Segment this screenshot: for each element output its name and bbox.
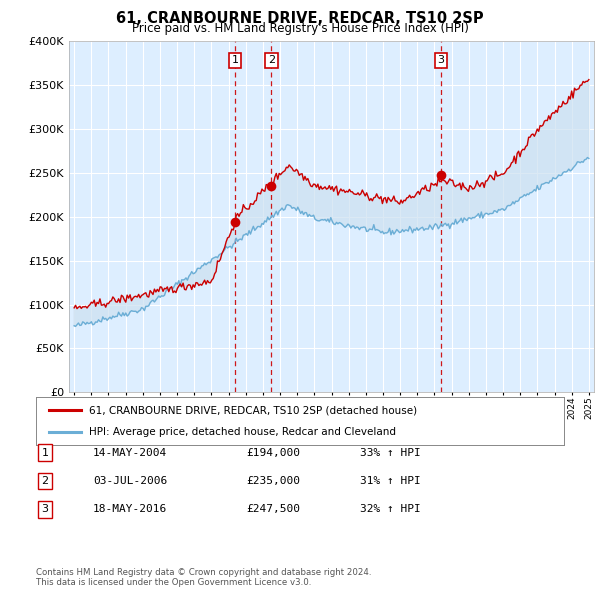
Text: Price paid vs. HM Land Registry's House Price Index (HPI): Price paid vs. HM Land Registry's House …: [131, 22, 469, 35]
Text: 3: 3: [437, 55, 445, 65]
Text: Contains HM Land Registry data © Crown copyright and database right 2024.
This d: Contains HM Land Registry data © Crown c…: [36, 568, 371, 587]
Text: 18-MAY-2016: 18-MAY-2016: [93, 504, 167, 514]
Text: 1: 1: [232, 55, 238, 65]
Text: 32% ↑ HPI: 32% ↑ HPI: [360, 504, 421, 514]
Text: 61, CRANBOURNE DRIVE, REDCAR, TS10 2SP (detached house): 61, CRANBOURNE DRIVE, REDCAR, TS10 2SP (…: [89, 405, 417, 415]
Text: 31% ↑ HPI: 31% ↑ HPI: [360, 476, 421, 486]
Text: 3: 3: [41, 504, 49, 514]
Text: £235,000: £235,000: [246, 476, 300, 486]
Text: 1: 1: [41, 448, 49, 457]
Text: 33% ↑ HPI: 33% ↑ HPI: [360, 448, 421, 457]
Text: 03-JUL-2006: 03-JUL-2006: [93, 476, 167, 486]
Text: HPI: Average price, detached house, Redcar and Cleveland: HPI: Average price, detached house, Redc…: [89, 427, 396, 437]
Text: 61, CRANBOURNE DRIVE, REDCAR, TS10 2SP: 61, CRANBOURNE DRIVE, REDCAR, TS10 2SP: [116, 11, 484, 25]
Text: £194,000: £194,000: [246, 448, 300, 457]
Text: 2: 2: [268, 55, 275, 65]
Text: £247,500: £247,500: [246, 504, 300, 514]
Text: 2: 2: [41, 476, 49, 486]
Text: 14-MAY-2004: 14-MAY-2004: [93, 448, 167, 457]
